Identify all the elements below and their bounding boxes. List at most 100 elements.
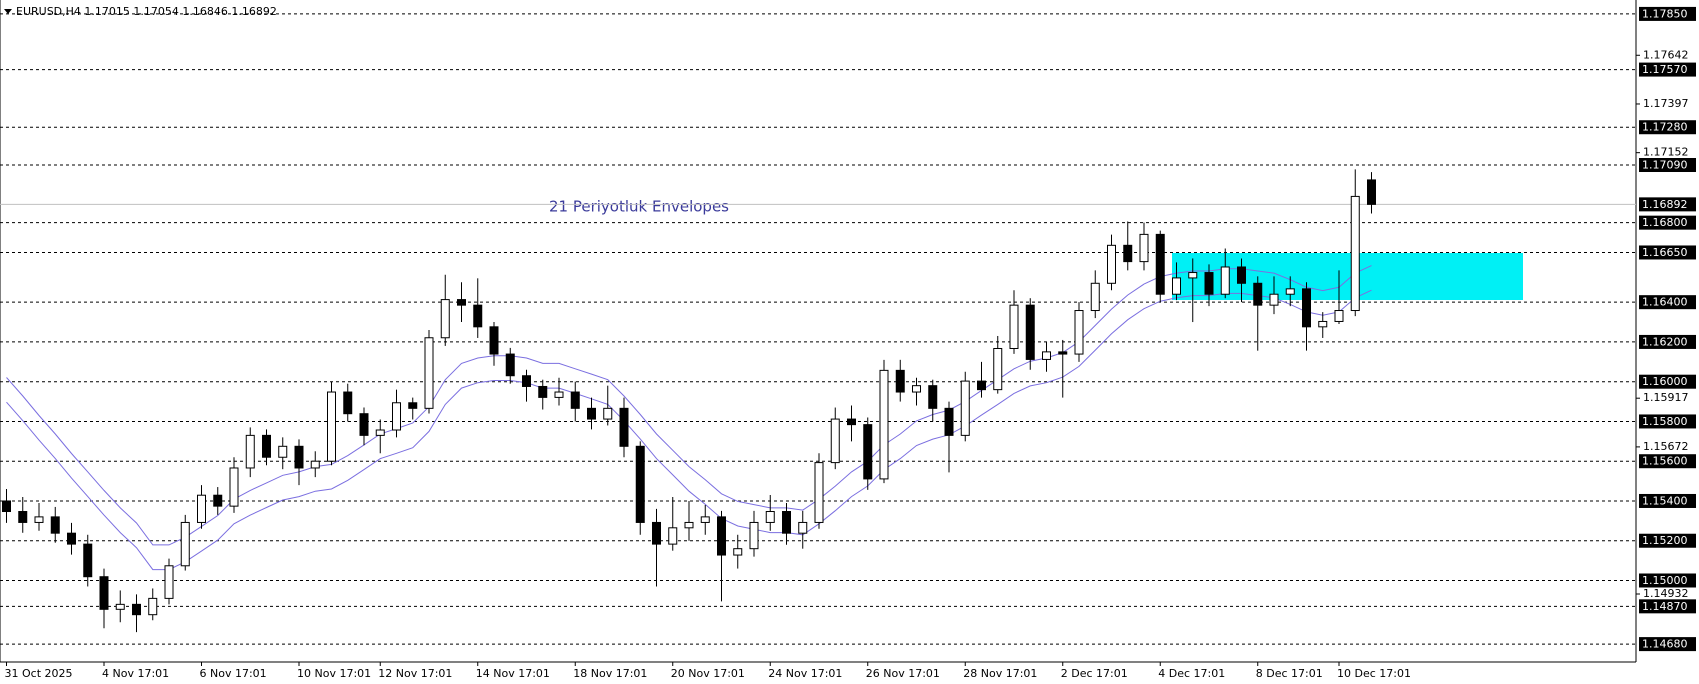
y-tick-label: 1.17152 [1643,146,1689,159]
price-label-box [1639,245,1696,260]
candle-body [928,385,938,409]
x-tick-label: 10 Dec 17:01 [1337,667,1411,680]
price-label-box [1639,493,1696,508]
candle-body [570,391,580,409]
candle-body [229,467,239,507]
candle-body [782,511,791,534]
indicator-label: 21 Periyotluk Envelopes [549,198,729,216]
candle-body [180,521,190,567]
menu-triangle [4,9,12,14]
candle-body [684,521,694,529]
price-label-box [1639,414,1696,429]
candle-body [213,494,223,507]
candle-body [1285,288,1295,295]
candle-body [619,407,629,447]
candle-body [1090,282,1100,312]
x-tick-label: 26 Nov 17:01 [866,667,940,680]
x-tick-label: 28 Nov 17:01 [963,667,1037,680]
candle-body [489,326,499,355]
candle-body [294,445,304,469]
candle-body [733,548,743,556]
price-label-box [1639,6,1696,21]
candle-body [99,576,109,610]
candle-body [1107,244,1116,284]
price-label: 1.16200 [1642,335,1688,348]
candle-body [1188,272,1198,279]
candle-body [1237,266,1246,284]
candle-body [375,429,385,436]
x-tick-label: 8 Dec 17:01 [1256,667,1323,680]
candle-body [538,385,548,398]
x-tick-label: 4 Dec 17:01 [1158,667,1225,680]
candle-body [1042,351,1051,360]
candle-body [1172,277,1181,295]
candle-body [34,516,44,523]
candle-body [1350,195,1360,312]
price-label: 1.17850 [1642,7,1688,20]
zone-rectangle [1172,253,1523,300]
candle-body [83,543,93,578]
candle-body [505,353,515,377]
candle-body [522,375,531,387]
price-label-box [1639,599,1696,614]
price-label: 1.16400 [1642,296,1688,309]
x-tick-label: 20 Nov 17:01 [671,667,745,680]
candle-body [424,337,434,409]
candle-body [700,516,710,523]
price-label: 1.15800 [1642,415,1688,428]
candle-body [50,516,60,534]
price-label-box [1639,334,1696,349]
candle-body [863,424,873,480]
y-tick-label: 1.15917 [1643,391,1689,404]
candle-body [1155,233,1165,295]
candle-body [343,391,353,415]
price-label-box [1639,573,1696,588]
candle-body [67,532,76,545]
candle-body [814,462,824,523]
price-label: 1.16000 [1642,375,1688,388]
candle-body [408,402,418,409]
chart-title: EURUSD,H4 1.17015 1.17054 1.16846 1.1689… [16,5,277,18]
candle-body [587,407,596,420]
candle-body [440,299,450,339]
x-tick-label: 18 Nov 17:01 [573,667,647,680]
candle-body [262,434,271,458]
price-label: 1.16800 [1642,216,1688,229]
candle-body [1269,293,1279,306]
candle-body [164,565,174,599]
candle-body [359,413,369,436]
price-label-box [1639,215,1696,230]
price-label: 1.17090 [1642,159,1688,172]
candle-body [392,402,401,431]
candle-body [944,407,954,436]
candle-body [473,304,483,328]
candle-body [1139,233,1149,263]
candle-body [115,603,125,610]
candle-body [668,527,678,545]
candle-body [148,597,158,616]
envelope-line [6,289,1372,571]
candle-body [977,380,986,391]
candle-body [635,445,645,523]
price-label-box [1639,158,1696,173]
candle-body [717,516,726,556]
candle-body [457,299,466,306]
candle-body [879,369,889,480]
price-label: 1.15000 [1642,574,1688,587]
price-label-box [1639,62,1696,77]
candle-body [327,391,336,462]
candle-body [1123,244,1133,263]
candle-body [1318,320,1328,328]
price-label: 1.17280 [1642,121,1688,134]
x-tick-label: 24 Nov 17:01 [768,667,842,680]
y-tick-label: 1.14932 [1643,587,1689,600]
y-tick-label: 1.15672 [1643,440,1689,453]
candle-body [278,445,288,458]
candle-body [1058,351,1068,355]
x-tick-label: 2 Dec 17:01 [1061,667,1128,680]
candle-body [652,521,661,545]
price-label: 1.15400 [1642,494,1688,507]
price-label-box [1639,197,1696,212]
candle-body [749,521,759,550]
